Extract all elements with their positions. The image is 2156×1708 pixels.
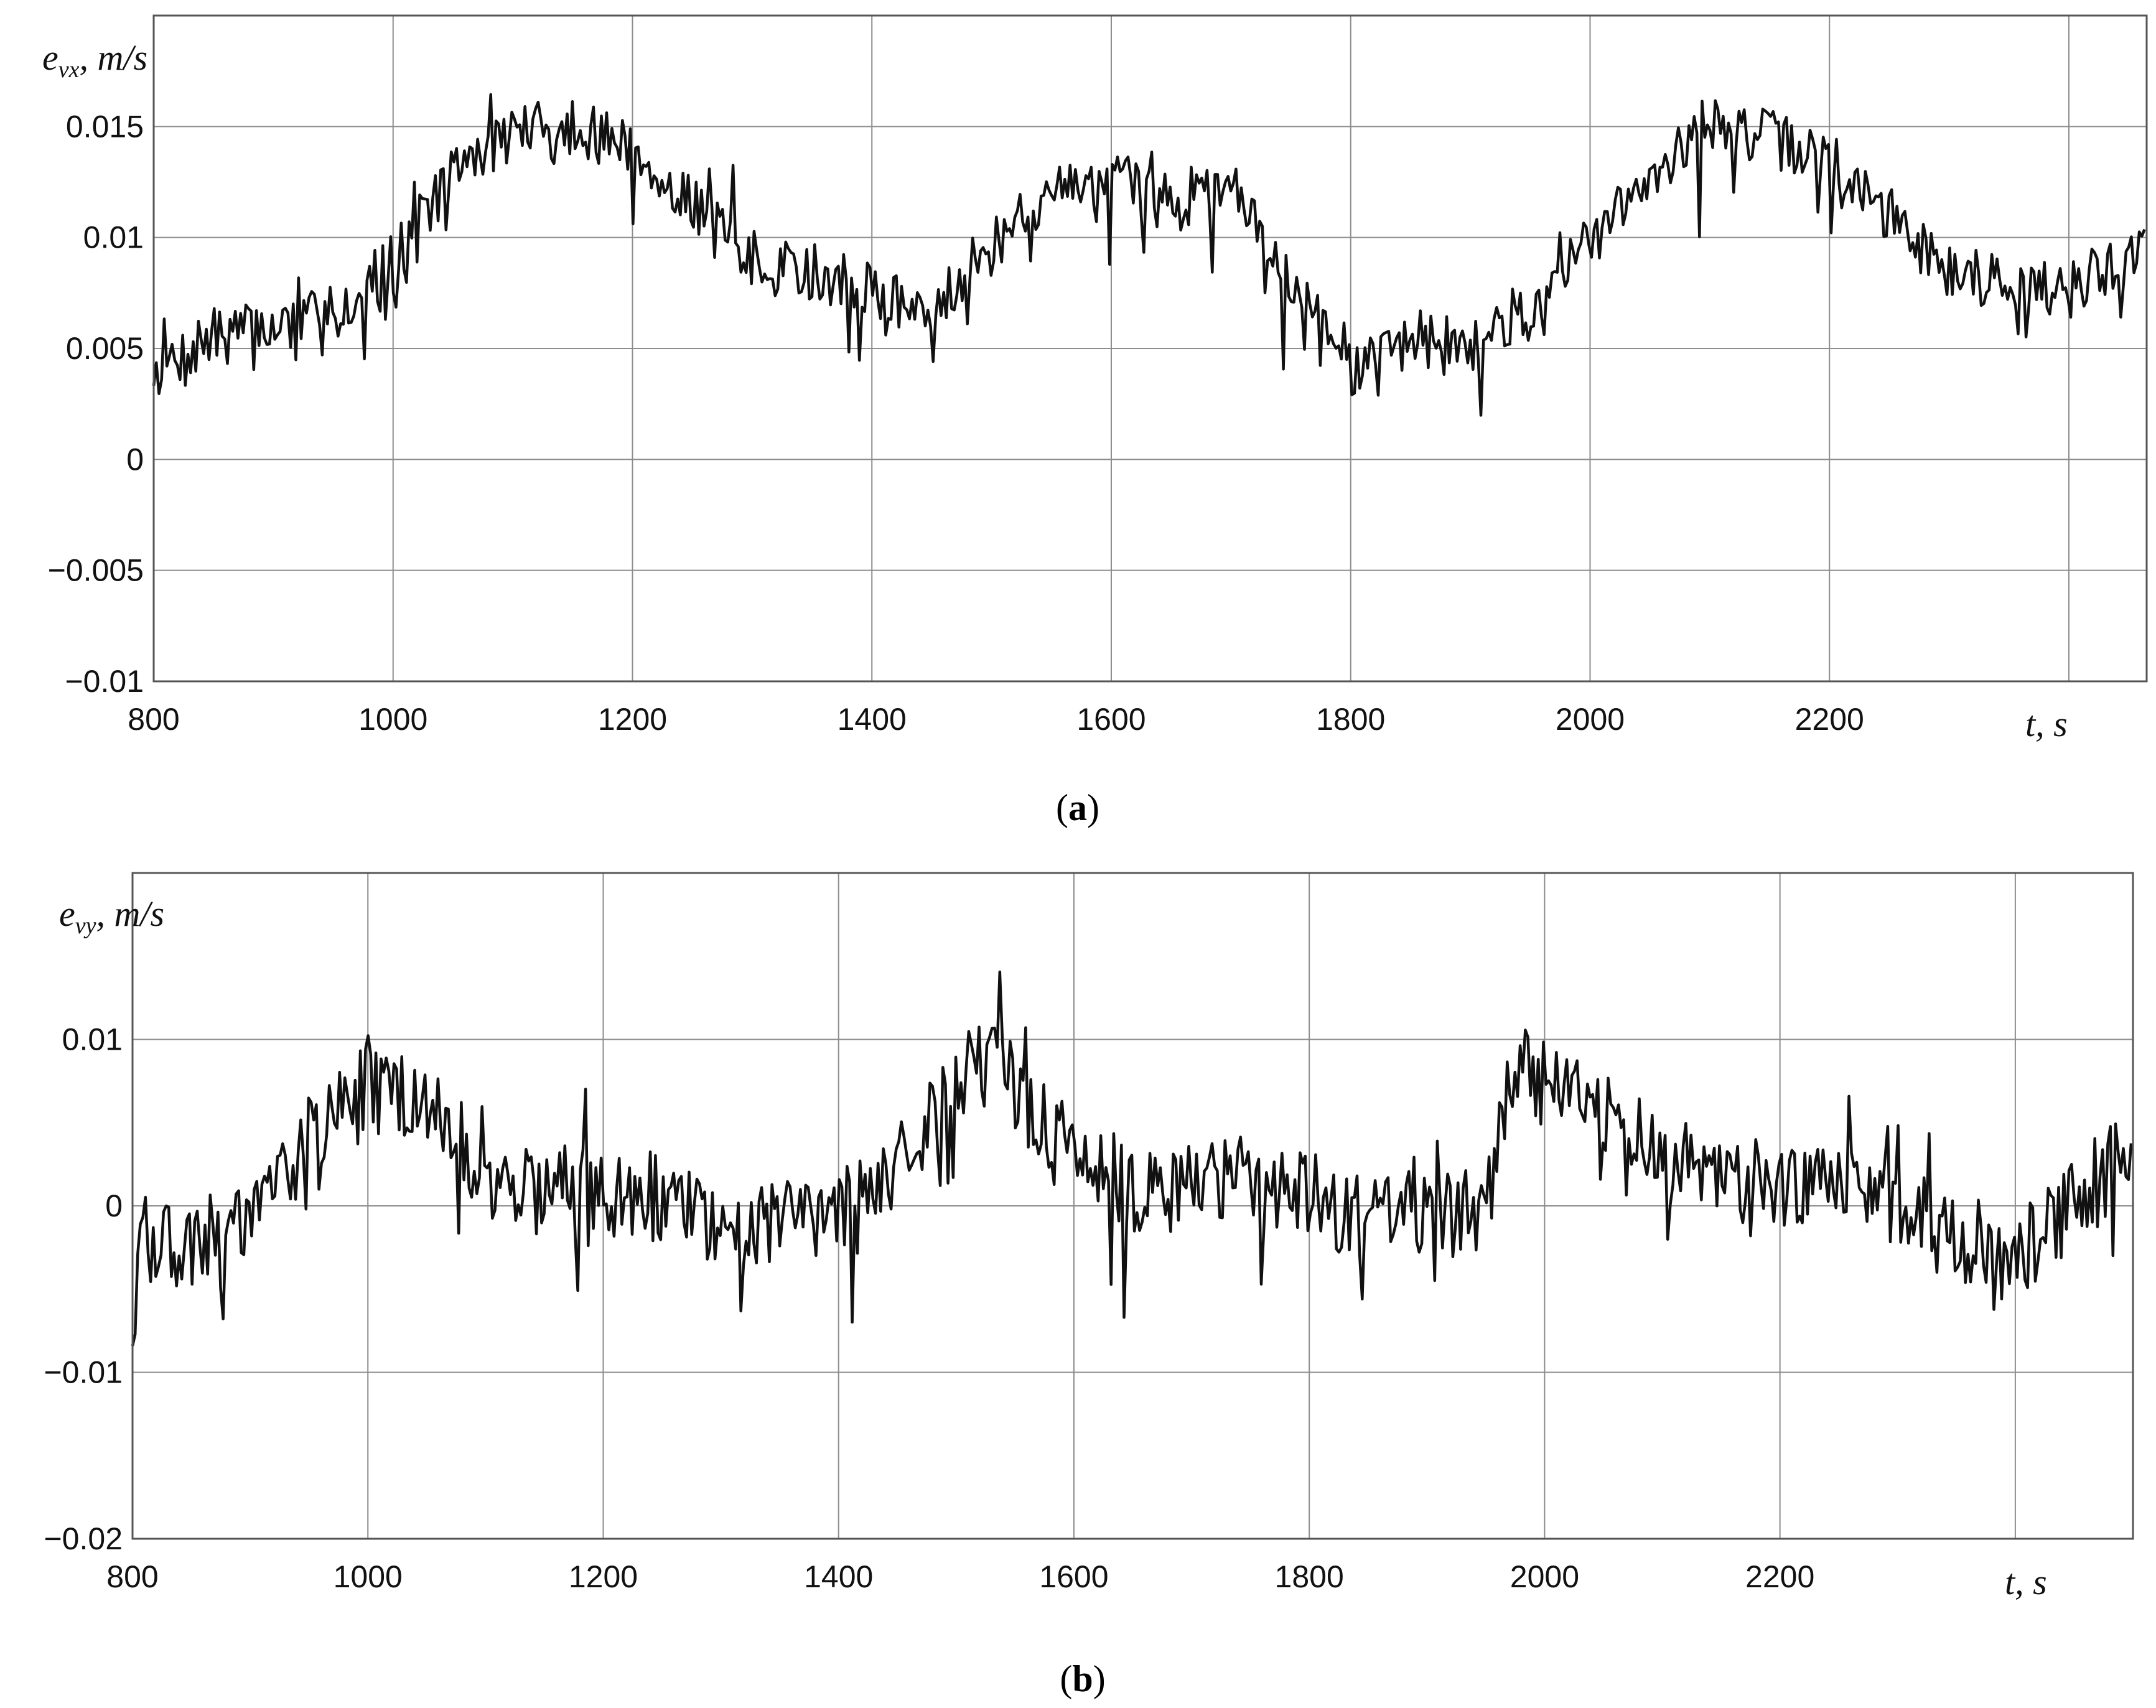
x-tick-label: 1000 xyxy=(358,702,427,737)
x-axis-label-b: t, s xyxy=(2005,1562,2047,1602)
caption-a: (a) xyxy=(1056,787,1099,828)
x-tick-label: 1400 xyxy=(804,1559,873,1594)
series-line-b xyxy=(131,970,2133,1346)
y-tick-label: −0.01 xyxy=(65,664,144,699)
caption-b: (b) xyxy=(1060,1658,1105,1699)
x-tick-label: 1600 xyxy=(1076,702,1146,737)
y-tick-label: −0.005 xyxy=(48,553,144,588)
x-tick-label: 800 xyxy=(128,702,179,737)
ticks-b: 800 1000 1200 1400 1600 1800 2000 2200 −0.02 −0.0… xyxy=(44,1022,1814,1595)
x-tick-label: 2200 xyxy=(1795,702,1864,737)
y-axis-symbol-a: e xyxy=(42,37,58,78)
y-tick-label: 0.015 xyxy=(66,109,144,144)
y-tick-label: −0.01 xyxy=(44,1355,123,1390)
y-tick-label: −0.02 xyxy=(44,1521,123,1556)
x-tick-label: 1600 xyxy=(1039,1559,1108,1594)
y-tick-label: 0.01 xyxy=(83,220,144,255)
series-line-a xyxy=(152,93,2146,417)
chart-panel-a: 800 1000 1200 1400 1600 1800 2000 2200 −0.01 −0.0… xyxy=(42,14,2148,828)
x-tick-label: 2000 xyxy=(1510,1559,1579,1594)
x-tick-label: 1800 xyxy=(1316,702,1385,737)
x-tick-label: 1200 xyxy=(598,702,667,737)
x-tick-label: 1400 xyxy=(838,702,907,737)
y-tick-label: 0 xyxy=(105,1188,123,1223)
plot-frame-b xyxy=(131,872,2134,1540)
chart-panel-b: 800 1000 1200 1400 1600 1800 2000 2200 −0.02 −0.0… xyxy=(44,872,2134,1699)
x-tick-label: 1000 xyxy=(334,1559,403,1594)
grid-a xyxy=(154,16,2147,681)
plot-frame-a xyxy=(152,14,2148,683)
y-axis-symbol-b: e xyxy=(59,894,75,934)
x-tick-label: 2000 xyxy=(1556,702,1625,737)
grid-b xyxy=(133,873,2133,1539)
y-axis-unit-a: , m/s xyxy=(79,37,147,78)
x-tick-label: 1800 xyxy=(1275,1559,1344,1594)
ticks-a: 800 1000 1200 1400 1600 1800 2000 2200 −0.01 −0.0… xyxy=(48,109,1864,737)
y-axis-label-b: evy, m/s xyxy=(59,894,164,939)
y-axis-unit-b: , m/s xyxy=(96,894,164,934)
y-axis-subscript-a: vx xyxy=(58,57,80,83)
x-tick-label: 800 xyxy=(106,1559,158,1594)
y-tick-label: 0.005 xyxy=(66,331,144,366)
x-tick-label: 2200 xyxy=(1745,1559,1814,1594)
x-tick-label: 1200 xyxy=(569,1559,638,1594)
x-axis-label-a: t, s xyxy=(2025,704,2068,744)
y-axis-label-a: evx, m/s xyxy=(42,37,147,83)
y-tick-label: 0 xyxy=(126,442,144,477)
y-tick-label: 0.01 xyxy=(62,1022,123,1057)
y-axis-subscript-b: vy xyxy=(75,913,96,939)
